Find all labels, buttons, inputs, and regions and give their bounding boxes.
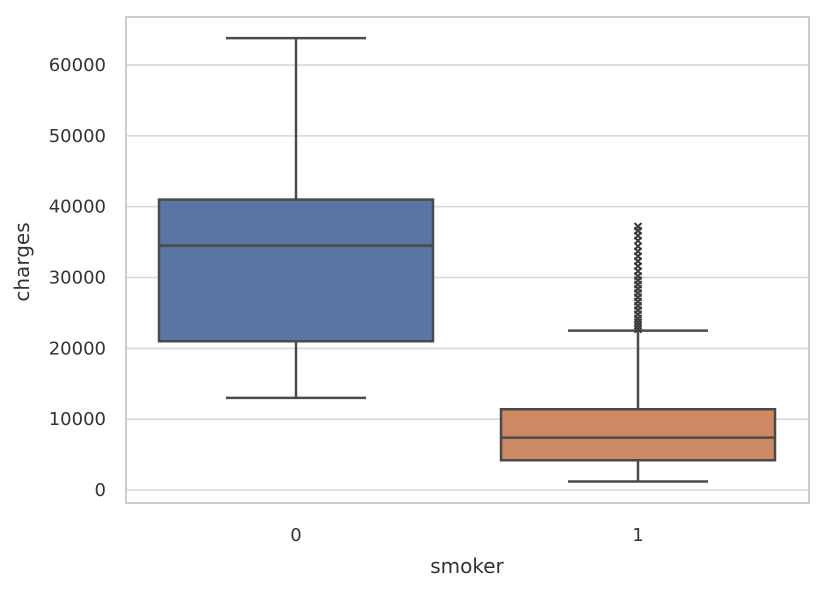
iqr-box	[499, 408, 777, 462]
y-tick-label: 60000	[49, 55, 106, 76]
y-tick-label: 20000	[49, 338, 106, 359]
x-tick-label: 1	[632, 525, 643, 546]
y-tick-label: 30000	[49, 268, 106, 289]
boxes	[157, 36, 777, 483]
y-tick-label: 0	[95, 480, 106, 501]
y-tick-label: 50000	[49, 126, 106, 147]
plot-frame	[125, 16, 810, 504]
iqr-box	[157, 198, 435, 343]
y-tick-labels: 0 10000 20000 30000 40000 50000 60000	[49, 55, 106, 501]
box-group-0	[157, 36, 435, 400]
outlier-point	[633, 222, 643, 231]
y-axis-label: charges	[10, 222, 34, 301]
y-tick-label: 40000	[49, 197, 106, 218]
y-tick-label: 10000	[49, 409, 106, 430]
box-group-1	[499, 222, 777, 483]
x-tick-label: 0	[290, 525, 301, 546]
x-axis-label: smoker	[430, 554, 504, 578]
